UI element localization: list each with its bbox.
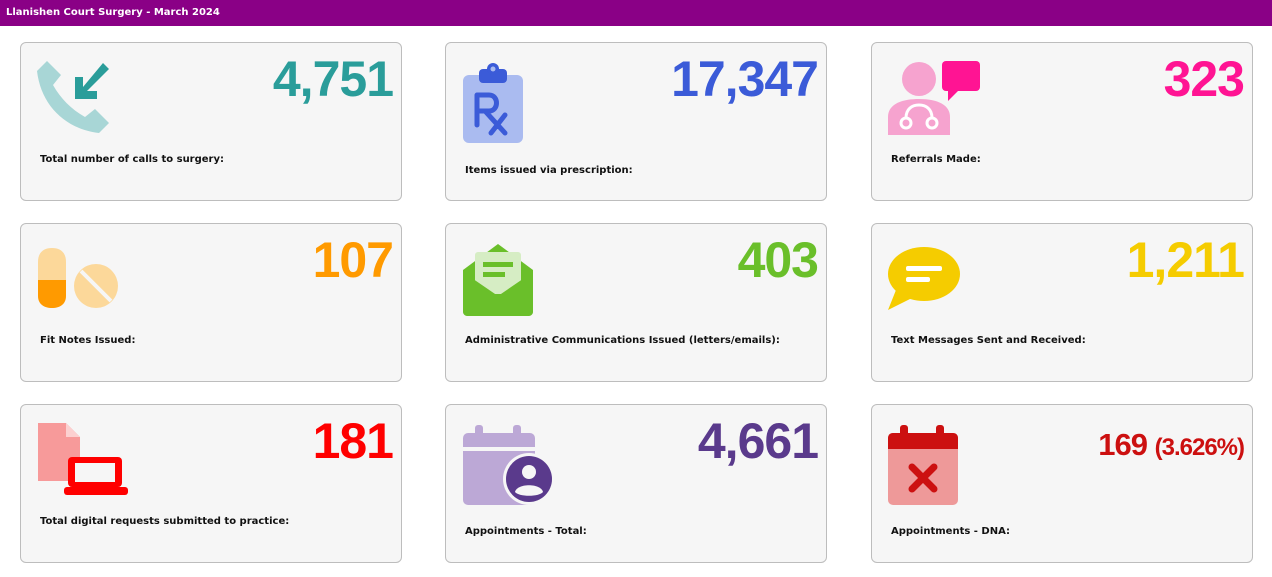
card-digital-requests: 181 Total digital requests submitted to …: [20, 404, 402, 563]
card-referrals: 323 Referrals Made:: [871, 42, 1253, 201]
pills-icon: [38, 248, 118, 308]
dna-count: 169: [1098, 427, 1148, 462]
prescriptions-label: Items issued via prescription:: [465, 165, 633, 176]
phone-incoming-icon: [37, 61, 109, 133]
chat-bubble-icon: [888, 247, 960, 310]
referrals-label: Referrals Made:: [891, 154, 981, 165]
admin-comms-label: Administrative Communications Issued (le…: [465, 335, 780, 346]
text-messages-label: Text Messages Sent and Received:: [891, 335, 1086, 346]
fit-notes-label: Fit Notes Issued:: [40, 335, 136, 346]
appointments-dna-value: 169 (3.626%): [1098, 425, 1245, 468]
card-calls: 4,751 Total number of calls to surgery:: [20, 42, 402, 201]
fit-notes-value: 107: [312, 232, 394, 288]
admin-comms-value: 403: [737, 232, 819, 288]
document-laptop-icon: [38, 423, 128, 495]
appointments-total-value: 4,661: [697, 413, 819, 469]
calendar-user-icon: [463, 425, 555, 505]
referrals-value: 323: [1163, 51, 1245, 107]
dna-percent: (3.626%): [1154, 434, 1245, 461]
calendar-cancel-icon: [888, 425, 958, 505]
text-messages-value: 1,211: [1126, 232, 1245, 288]
card-text-messages: 1,211 Text Messages Sent and Received:: [871, 223, 1253, 382]
card-fit-notes: 107 Fit Notes Issued:: [20, 223, 402, 382]
prescription-clipboard-icon: [463, 63, 523, 143]
digital-requests-label: Total digital requests submitted to prac…: [40, 516, 290, 527]
calls-value: 4,751: [272, 51, 394, 107]
calls-label: Total number of calls to surgery:: [40, 154, 225, 165]
prescriptions-value: 17,347: [671, 51, 819, 107]
envelope-letter-icon: [463, 244, 533, 316]
window-title: Llanishen Court Surgery - March 2024: [0, 0, 1272, 26]
card-admin-comms: 403 Administrative Communications Issued…: [445, 223, 827, 382]
card-prescriptions: 17,347 Items issued via prescription:: [445, 42, 827, 201]
appointments-total-label: Appointments - Total:: [465, 526, 587, 537]
digital-requests-value: 181: [312, 413, 394, 469]
card-appointments-dna: 169 (3.626%) Appointments - DNA:: [871, 404, 1253, 563]
appointments-dna-label: Appointments - DNA:: [891, 526, 1011, 537]
doctor-chat-icon: [888, 61, 980, 135]
card-appointments-total: 4,661 Appointments - Total:: [445, 404, 827, 563]
